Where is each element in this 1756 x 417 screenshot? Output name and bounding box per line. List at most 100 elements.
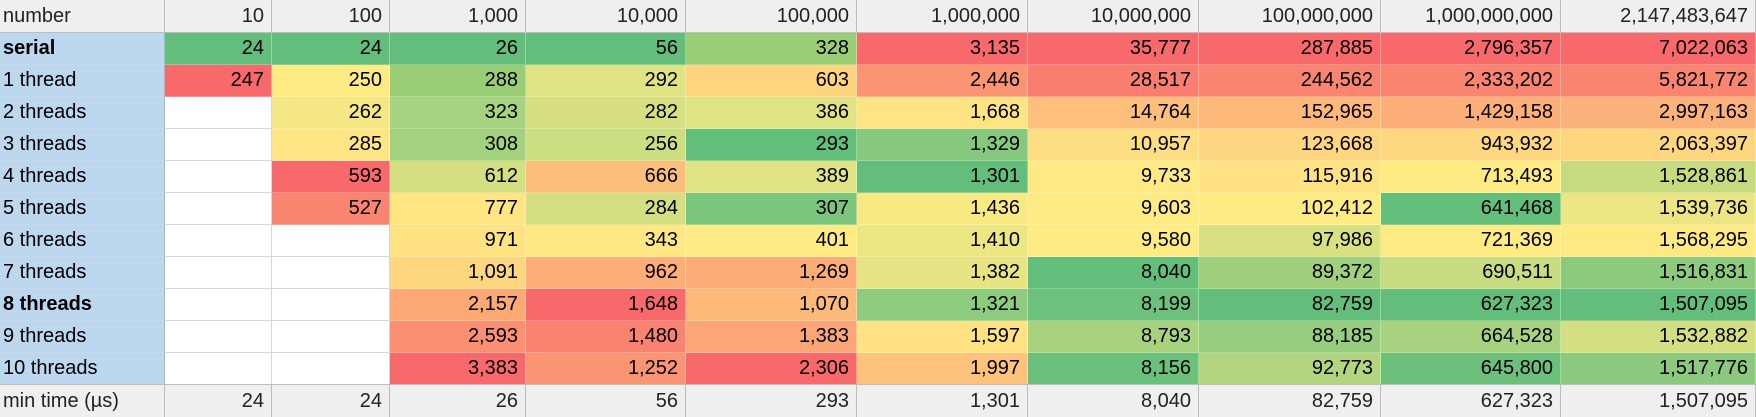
data-cell[interactable]: 328 xyxy=(686,33,857,65)
column-header-cell[interactable]: 100 xyxy=(272,0,390,32)
data-cell[interactable]: 386 xyxy=(686,97,857,129)
data-cell[interactable]: 3,135 xyxy=(857,33,1028,65)
data-cell[interactable] xyxy=(165,321,272,353)
column-header-cell[interactable]: 100,000,000 xyxy=(1199,0,1381,32)
data-cell[interactable]: 962 xyxy=(526,257,686,289)
data-cell[interactable]: 82,759 xyxy=(1199,289,1381,321)
data-cell[interactable]: 1,321 xyxy=(857,289,1028,321)
column-header-cell[interactable]: 10 xyxy=(165,0,272,32)
data-cell[interactable]: 9,580 xyxy=(1028,225,1199,257)
data-cell[interactable]: 244,562 xyxy=(1199,65,1381,97)
data-cell[interactable]: 2,796,357 xyxy=(1381,33,1561,65)
data-cell[interactable] xyxy=(165,353,272,385)
data-cell[interactable]: 1,410 xyxy=(857,225,1028,257)
row-label-cell[interactable]: 10 threads xyxy=(0,353,165,385)
data-cell[interactable] xyxy=(272,257,390,289)
data-cell[interactable]: 2,997,163 xyxy=(1561,97,1756,129)
data-cell[interactable]: 9,733 xyxy=(1028,161,1199,193)
data-cell[interactable]: 593 xyxy=(272,161,390,193)
column-header-cell[interactable]: 10,000 xyxy=(526,0,686,32)
data-cell[interactable]: 1,070 xyxy=(686,289,857,321)
row-label-cell[interactable]: 5 threads xyxy=(0,193,165,225)
data-cell[interactable]: 56 xyxy=(526,33,686,65)
data-cell[interactable]: 5,821,772 xyxy=(1561,65,1756,97)
data-cell[interactable]: 612 xyxy=(390,161,526,193)
data-cell[interactable]: 89,372 xyxy=(1199,257,1381,289)
row-label-cell[interactable]: 1 thread xyxy=(0,65,165,97)
data-cell[interactable]: 1,480 xyxy=(526,321,686,353)
data-cell[interactable] xyxy=(165,289,272,321)
data-cell[interactable]: 28,517 xyxy=(1028,65,1199,97)
data-cell[interactable]: 1,383 xyxy=(686,321,857,353)
footer-cell[interactable]: 1,507,095 xyxy=(1561,385,1756,417)
row-label-cell[interactable]: serial xyxy=(0,33,165,65)
footer-cell[interactable]: 26 xyxy=(390,385,526,417)
data-cell[interactable]: 1,429,158 xyxy=(1381,97,1561,129)
data-cell[interactable]: 292 xyxy=(526,65,686,97)
data-cell[interactable]: 1,091 xyxy=(390,257,526,289)
row-label-cell[interactable]: 3 threads xyxy=(0,129,165,161)
data-cell[interactable]: 1,329 xyxy=(857,129,1028,161)
data-cell[interactable]: 1,301 xyxy=(857,161,1028,193)
column-header-cell[interactable]: 100,000 xyxy=(686,0,857,32)
data-cell[interactable]: 343 xyxy=(526,225,686,257)
data-cell[interactable] xyxy=(165,97,272,129)
data-cell[interactable]: 1,507,095 xyxy=(1561,289,1756,321)
data-cell[interactable]: 721,369 xyxy=(1381,225,1561,257)
data-cell[interactable]: 401 xyxy=(686,225,857,257)
data-cell[interactable]: 152,965 xyxy=(1199,97,1381,129)
data-cell[interactable]: 26 xyxy=(390,33,526,65)
data-cell[interactable]: 627,323 xyxy=(1381,289,1561,321)
data-cell[interactable]: 1,269 xyxy=(686,257,857,289)
column-header-cell[interactable]: 1,000 xyxy=(390,0,526,32)
data-cell[interactable]: 2,446 xyxy=(857,65,1028,97)
footer-cell[interactable]: 56 xyxy=(526,385,686,417)
data-cell[interactable] xyxy=(272,225,390,257)
data-cell[interactable]: 690,511 xyxy=(1381,257,1561,289)
data-cell[interactable]: 8,793 xyxy=(1028,321,1199,353)
data-cell[interactable]: 92,773 xyxy=(1199,353,1381,385)
data-cell[interactable]: 1,532,882 xyxy=(1561,321,1756,353)
data-cell[interactable]: 1,597 xyxy=(857,321,1028,353)
data-cell[interactable]: 102,412 xyxy=(1199,193,1381,225)
data-cell[interactable]: 24 xyxy=(272,33,390,65)
data-cell[interactable]: 713,493 xyxy=(1381,161,1561,193)
footer-cell[interactable]: 82,759 xyxy=(1199,385,1381,417)
data-cell[interactable]: 282 xyxy=(526,97,686,129)
data-cell[interactable] xyxy=(165,193,272,225)
data-cell[interactable]: 2,306 xyxy=(686,353,857,385)
data-cell[interactable]: 389 xyxy=(686,161,857,193)
data-cell[interactable]: 1,648 xyxy=(526,289,686,321)
footer-cell[interactable]: 627,323 xyxy=(1381,385,1561,417)
data-cell[interactable]: 943,932 xyxy=(1381,129,1561,161)
data-cell[interactable]: 1,436 xyxy=(857,193,1028,225)
data-cell[interactable]: 2,063,397 xyxy=(1561,129,1756,161)
data-cell[interactable]: 293 xyxy=(686,129,857,161)
data-cell[interactable]: 645,800 xyxy=(1381,353,1561,385)
data-cell[interactable]: 2,157 xyxy=(390,289,526,321)
data-cell[interactable]: 123,668 xyxy=(1199,129,1381,161)
data-cell[interactable]: 285 xyxy=(272,129,390,161)
data-cell[interactable]: 323 xyxy=(390,97,526,129)
data-cell[interactable]: 308 xyxy=(390,129,526,161)
data-cell[interactable]: 3,383 xyxy=(390,353,526,385)
data-cell[interactable]: 527 xyxy=(272,193,390,225)
data-cell[interactable]: 1,517,776 xyxy=(1561,353,1756,385)
column-header-cell[interactable]: 1,000,000,000 xyxy=(1381,0,1561,32)
footer-cell[interactable]: 1,301 xyxy=(857,385,1028,417)
row-label-cell[interactable]: 9 threads xyxy=(0,321,165,353)
data-cell[interactable]: 250 xyxy=(272,65,390,97)
data-cell[interactable]: 307 xyxy=(686,193,857,225)
data-cell[interactable]: 664,528 xyxy=(1381,321,1561,353)
data-cell[interactable]: 1,528,861 xyxy=(1561,161,1756,193)
data-cell[interactable] xyxy=(272,289,390,321)
data-cell[interactable]: 603 xyxy=(686,65,857,97)
footer-cell[interactable]: 293 xyxy=(686,385,857,417)
data-cell[interactable]: 7,022,063 xyxy=(1561,33,1756,65)
data-cell[interactable]: 777 xyxy=(390,193,526,225)
data-cell[interactable]: 262 xyxy=(272,97,390,129)
data-cell[interactable] xyxy=(165,257,272,289)
data-cell[interactable] xyxy=(272,353,390,385)
row-label-cell[interactable]: 7 threads xyxy=(0,257,165,289)
data-cell[interactable]: 1,668 xyxy=(857,97,1028,129)
